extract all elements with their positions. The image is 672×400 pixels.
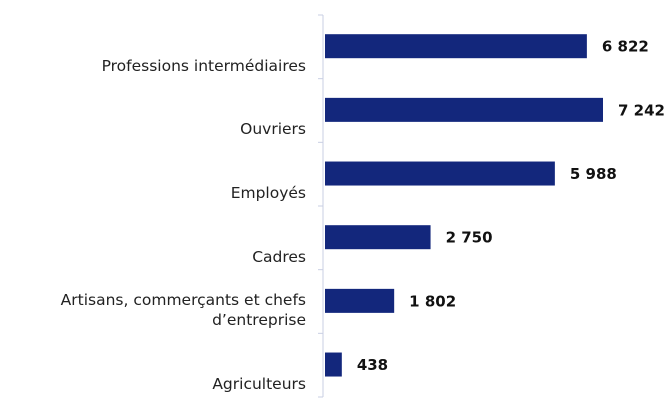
category-label: Professions intermédiaires bbox=[101, 56, 306, 75]
bar bbox=[325, 97, 603, 122]
value-label: 2 750 bbox=[446, 229, 493, 247]
bar bbox=[325, 225, 431, 250]
bar bbox=[325, 352, 342, 377]
bar bbox=[325, 34, 587, 59]
category-label-box: Ouvriers bbox=[240, 120, 306, 139]
value-label: 5 988 bbox=[570, 165, 617, 183]
category-label-box: Employés bbox=[230, 183, 306, 202]
category-label: Employés bbox=[230, 183, 306, 202]
value-label: 6 822 bbox=[602, 38, 649, 56]
category-label-box: Agriculteurs bbox=[212, 374, 306, 393]
category-label: Artisans, commerçants et chefs d’entrepr… bbox=[60, 291, 306, 330]
category-label: Agriculteurs bbox=[212, 374, 306, 393]
category-label: Ouvriers bbox=[240, 120, 306, 139]
category-label-box: Professions intermédiaires bbox=[101, 56, 306, 75]
category-label-box: Artisans, commerçants et chefs d’entrepr… bbox=[60, 291, 306, 330]
value-label: 7 242 bbox=[618, 101, 665, 119]
value-label: 438 bbox=[357, 356, 388, 374]
value-label: 1 802 bbox=[409, 292, 456, 310]
category-label: Cadres bbox=[252, 247, 306, 266]
bar bbox=[325, 161, 555, 186]
category-label-box: Cadres bbox=[252, 247, 306, 266]
bar bbox=[325, 288, 395, 313]
